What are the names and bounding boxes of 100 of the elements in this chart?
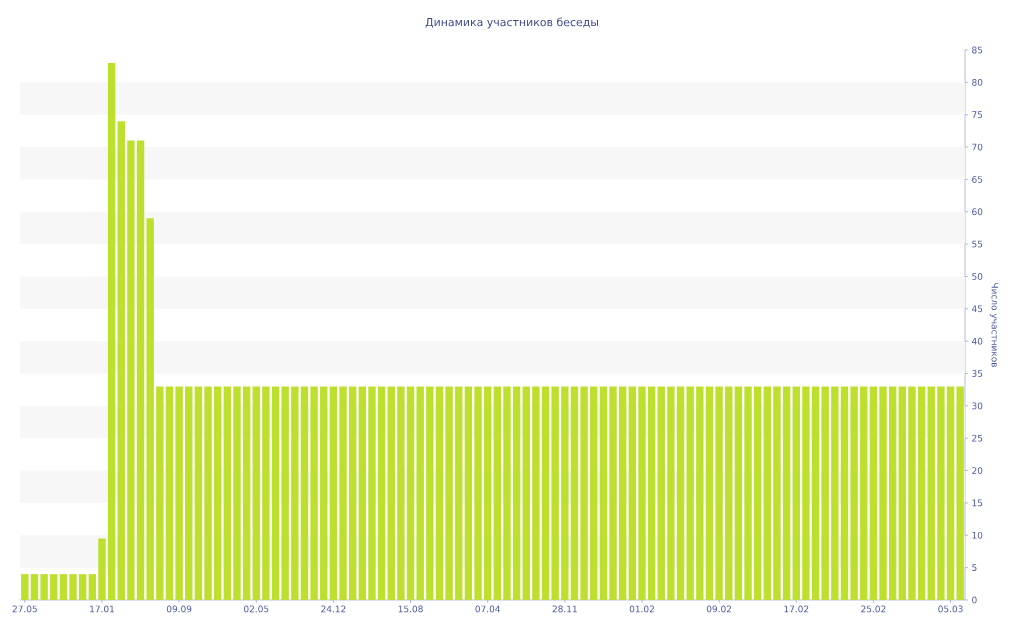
y-tick-label: 70: [972, 143, 983, 151]
bar: [879, 386, 887, 600]
y-tick-label: 20: [972, 467, 983, 474]
y-tick-label: 40: [971, 337, 983, 345]
bar: [175, 386, 183, 600]
x-tick-label: 02.05: [244, 605, 269, 613]
bar: [127, 140, 135, 600]
bar: [213, 386, 222, 600]
y-tick-label: 35: [972, 370, 983, 377]
bar: [753, 386, 762, 600]
y-tick-label: 5: [972, 564, 977, 571]
bar: [368, 386, 376, 600]
bar: [455, 386, 463, 600]
bar: [493, 386, 502, 600]
bar: [647, 386, 656, 600]
bar: [397, 386, 405, 600]
bar: [21, 574, 29, 600]
bar: [927, 386, 935, 600]
bar: [252, 386, 260, 600]
bar: [117, 121, 125, 600]
y-tick-label: 85: [972, 46, 983, 54]
bar: [329, 386, 338, 600]
bar: [406, 386, 415, 600]
x-tick-label: 28.11: [552, 605, 577, 613]
bar: [522, 386, 530, 600]
bar: [628, 386, 637, 600]
bar: [618, 386, 627, 600]
bar: [782, 386, 791, 600]
bar: [860, 386, 868, 600]
bar: [146, 218, 154, 600]
y-tick-label: 15: [972, 499, 983, 507]
bar: [888, 386, 897, 600]
bar: [898, 386, 907, 600]
bar: [850, 386, 858, 600]
bar: [869, 386, 878, 600]
y-tick-label: 10: [972, 531, 983, 539]
bar: [165, 386, 174, 600]
bar: [223, 386, 232, 600]
x-tick-label: 15.08: [398, 605, 423, 613]
bar: [541, 386, 550, 600]
bar: [416, 386, 424, 600]
bar: [262, 386, 270, 600]
bar: [715, 386, 723, 600]
x-tick-label: 27.05: [12, 605, 37, 613]
bar: [811, 386, 820, 600]
bar: [233, 386, 241, 600]
bar: [310, 386, 318, 600]
bar: [821, 386, 829, 600]
bar: [917, 386, 926, 600]
y-axis-title: Число участников: [989, 283, 999, 368]
bar: [339, 386, 347, 600]
bar: [30, 574, 39, 600]
bar: [50, 574, 58, 600]
bar: [98, 538, 106, 600]
bar: [956, 386, 964, 600]
bar: [609, 386, 617, 600]
bar: [744, 386, 752, 600]
y-tick-label: 45: [971, 305, 983, 313]
bar: [136, 140, 145, 600]
bar: [946, 386, 955, 600]
x-tick-label: 07.04: [475, 605, 501, 613]
bar: [242, 386, 251, 600]
bar: [551, 386, 559, 600]
bar: [426, 386, 434, 600]
bar: [358, 386, 367, 600]
bar: [561, 386, 569, 600]
bar: [59, 574, 68, 600]
x-tick-label: 17.02: [784, 605, 809, 613]
y-tick-label: 30: [972, 402, 983, 410]
bar: [156, 386, 164, 600]
bar: [599, 386, 608, 600]
bar: [377, 386, 386, 600]
y-tick-label: 25: [972, 434, 983, 442]
x-tick-label: 09.02: [706, 605, 732, 613]
bar: [908, 386, 916, 600]
bar: [204, 386, 212, 600]
y-tick-label: 65: [972, 176, 983, 183]
bar: [78, 574, 87, 600]
bar: [483, 386, 492, 600]
bar: [185, 386, 193, 600]
bar: [657, 386, 665, 600]
bar: [676, 386, 685, 600]
bar: [503, 386, 511, 600]
bar: [840, 386, 849, 600]
bar: [773, 386, 781, 600]
x-tick-label: 05.03: [938, 605, 963, 613]
bar: [667, 386, 675, 600]
bar: [300, 386, 309, 600]
x-tick-label: 24.12: [321, 605, 346, 613]
bar: [580, 386, 588, 600]
bar: [291, 386, 299, 600]
y-tick-label: 60: [972, 208, 983, 216]
bar: [320, 386, 328, 600]
y-tick-label: 80: [972, 78, 983, 86]
bar: [464, 386, 473, 600]
bar: [734, 386, 743, 600]
y-tick-label: 50: [972, 273, 983, 280]
bar: [705, 386, 714, 600]
bar: [40, 574, 48, 600]
bar: [107, 62, 116, 600]
